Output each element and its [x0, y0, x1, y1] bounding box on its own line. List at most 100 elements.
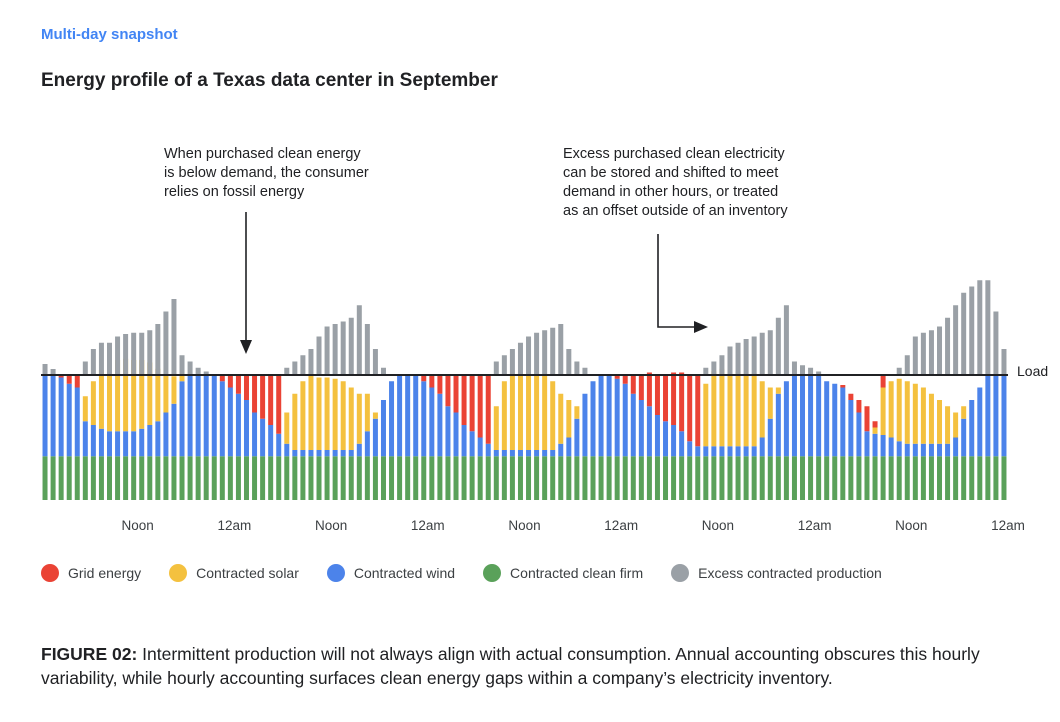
bar-segment-excess [920, 332, 926, 374]
bar-segment-grid [646, 372, 652, 407]
bar-segment-wind [477, 437, 483, 457]
bar-segment-excess [727, 346, 733, 374]
bar-segment-wind [800, 375, 806, 457]
x-tick-label: Noon [895, 518, 927, 533]
bar-segment-clean-firm [791, 456, 797, 500]
bar-segment-excess [107, 342, 112, 374]
bar-segment-clean-firm [582, 456, 588, 500]
bar-segment-wind [155, 421, 161, 457]
bar-segment-excess [542, 330, 548, 374]
bar-segment-wind [284, 443, 290, 457]
figure-caption: FIGURE 02: Intermittent production will … [41, 642, 1021, 690]
bar-segment-grid [219, 375, 225, 382]
bar-segment-wind [928, 443, 934, 457]
bar-segment-clean-firm [429, 456, 435, 500]
bar-segment-clean-firm [477, 456, 483, 500]
bar-segment-wind [42, 375, 48, 457]
bar-segment-excess [348, 317, 354, 374]
bar-segment-grid [276, 375, 282, 434]
bar-segment-clean-firm [735, 456, 741, 500]
bar-segment-excess [195, 367, 201, 374]
bar-segment-solar [90, 381, 96, 425]
bar-segment-clean-firm [840, 456, 846, 500]
bar-segment-wind [566, 437, 572, 457]
bar-segment-wind [671, 425, 677, 457]
bar-segment-grid [429, 375, 435, 388]
bar-segment-clean-firm [711, 456, 717, 500]
bar-segment-clean-firm [904, 456, 910, 500]
bar-segment-solar [904, 381, 910, 444]
bar-segment-clean-firm [131, 456, 137, 500]
bar-segment-wind [534, 450, 540, 457]
bar-segment-wind [340, 450, 346, 457]
annotation-left-line: When purchased clean energy [164, 146, 361, 162]
bar-segment-wind [711, 446, 717, 457]
bar-segment-solar [767, 387, 773, 419]
bar-segment-wind [501, 450, 507, 457]
x-tick-label: 12am [991, 518, 1025, 533]
bar-segment-solar [517, 375, 523, 450]
bar-segment-clean-firm [622, 456, 628, 500]
bar-segment-solar [324, 377, 330, 450]
bar-segment-solar [372, 412, 378, 419]
bar-segment-clean-firm [558, 456, 564, 500]
x-tick-label: Noon [315, 518, 347, 533]
bar-segment-clean-firm [509, 456, 515, 500]
bar-segment-clean-firm [243, 456, 249, 500]
bar-segment-clean-firm [445, 456, 451, 500]
legend-swatch [483, 564, 502, 582]
bar-segment-solar [332, 378, 338, 450]
bar-segment-clean-firm [816, 456, 822, 500]
bar-segment-excess [179, 355, 185, 374]
bar-segment-clean-firm [203, 456, 209, 500]
bar-segment-clean-firm [421, 456, 427, 500]
annotation-left-line: relies on fossil energy [164, 184, 305, 200]
bar-segment-clean-firm [324, 456, 330, 500]
bar-segment-excess [123, 334, 129, 374]
bar-segment-wind [832, 383, 838, 457]
bar-segment-excess [977, 280, 983, 374]
bar-segment-wind [775, 393, 781, 457]
x-tick-label: Noon [508, 518, 540, 533]
legend-label: Contracted wind [353, 565, 456, 581]
bar-segment-wind [364, 431, 370, 457]
bar-segment-clean-firm [775, 456, 781, 500]
bar-segment-clean-firm [832, 456, 838, 500]
bars-group [42, 280, 1007, 500]
bar-segment-wind [203, 375, 209, 457]
bar-segment-wind [880, 435, 886, 457]
bar-segment-clean-firm [969, 456, 975, 500]
bar-segment-clean-firm [598, 456, 604, 500]
bar-segment-solar [775, 387, 781, 394]
bar-segment-wind [654, 415, 660, 457]
bar-segment-excess [953, 305, 959, 374]
bar-segment-wind [517, 450, 523, 457]
bar-segment-wind [389, 381, 395, 457]
bar-segment-clean-firm [574, 456, 580, 500]
bar-segment-excess [969, 286, 975, 374]
bar-segment-excess [203, 371, 209, 374]
bar-segment-clean-firm [614, 456, 620, 500]
bar-segment-wind [493, 450, 499, 457]
bar-segment-clean-firm [155, 456, 161, 500]
bar-segment-wind [751, 446, 757, 457]
bar-segment-wind [969, 400, 975, 457]
bar-segment-clean-firm [864, 456, 870, 500]
bar-segment-wind [308, 450, 314, 457]
bar-segment-clean-firm [856, 456, 862, 500]
bar-segment-wind [743, 446, 749, 457]
bar-segment-clean-firm [437, 456, 443, 500]
bar-segment-grid [66, 375, 72, 384]
bar-segment-clean-firm [590, 456, 596, 500]
bar-segment-wind [945, 443, 951, 457]
x-axis-ticks: Noon 12am Noon 12am Noon 12am Noon 12am Noon 12am [122, 518, 1025, 533]
bar-segment-solar [574, 406, 580, 419]
bar-segment-excess [98, 342, 104, 374]
bar-segment-wind [824, 381, 830, 457]
bar-segment-clean-firm [284, 456, 290, 500]
bar-segment-clean-firm [348, 456, 354, 500]
bar-segment-wind [292, 450, 298, 457]
bar-segment-clean-firm [389, 456, 395, 500]
bar-segment-solar [155, 368, 161, 422]
bar-segment-excess [308, 349, 314, 374]
